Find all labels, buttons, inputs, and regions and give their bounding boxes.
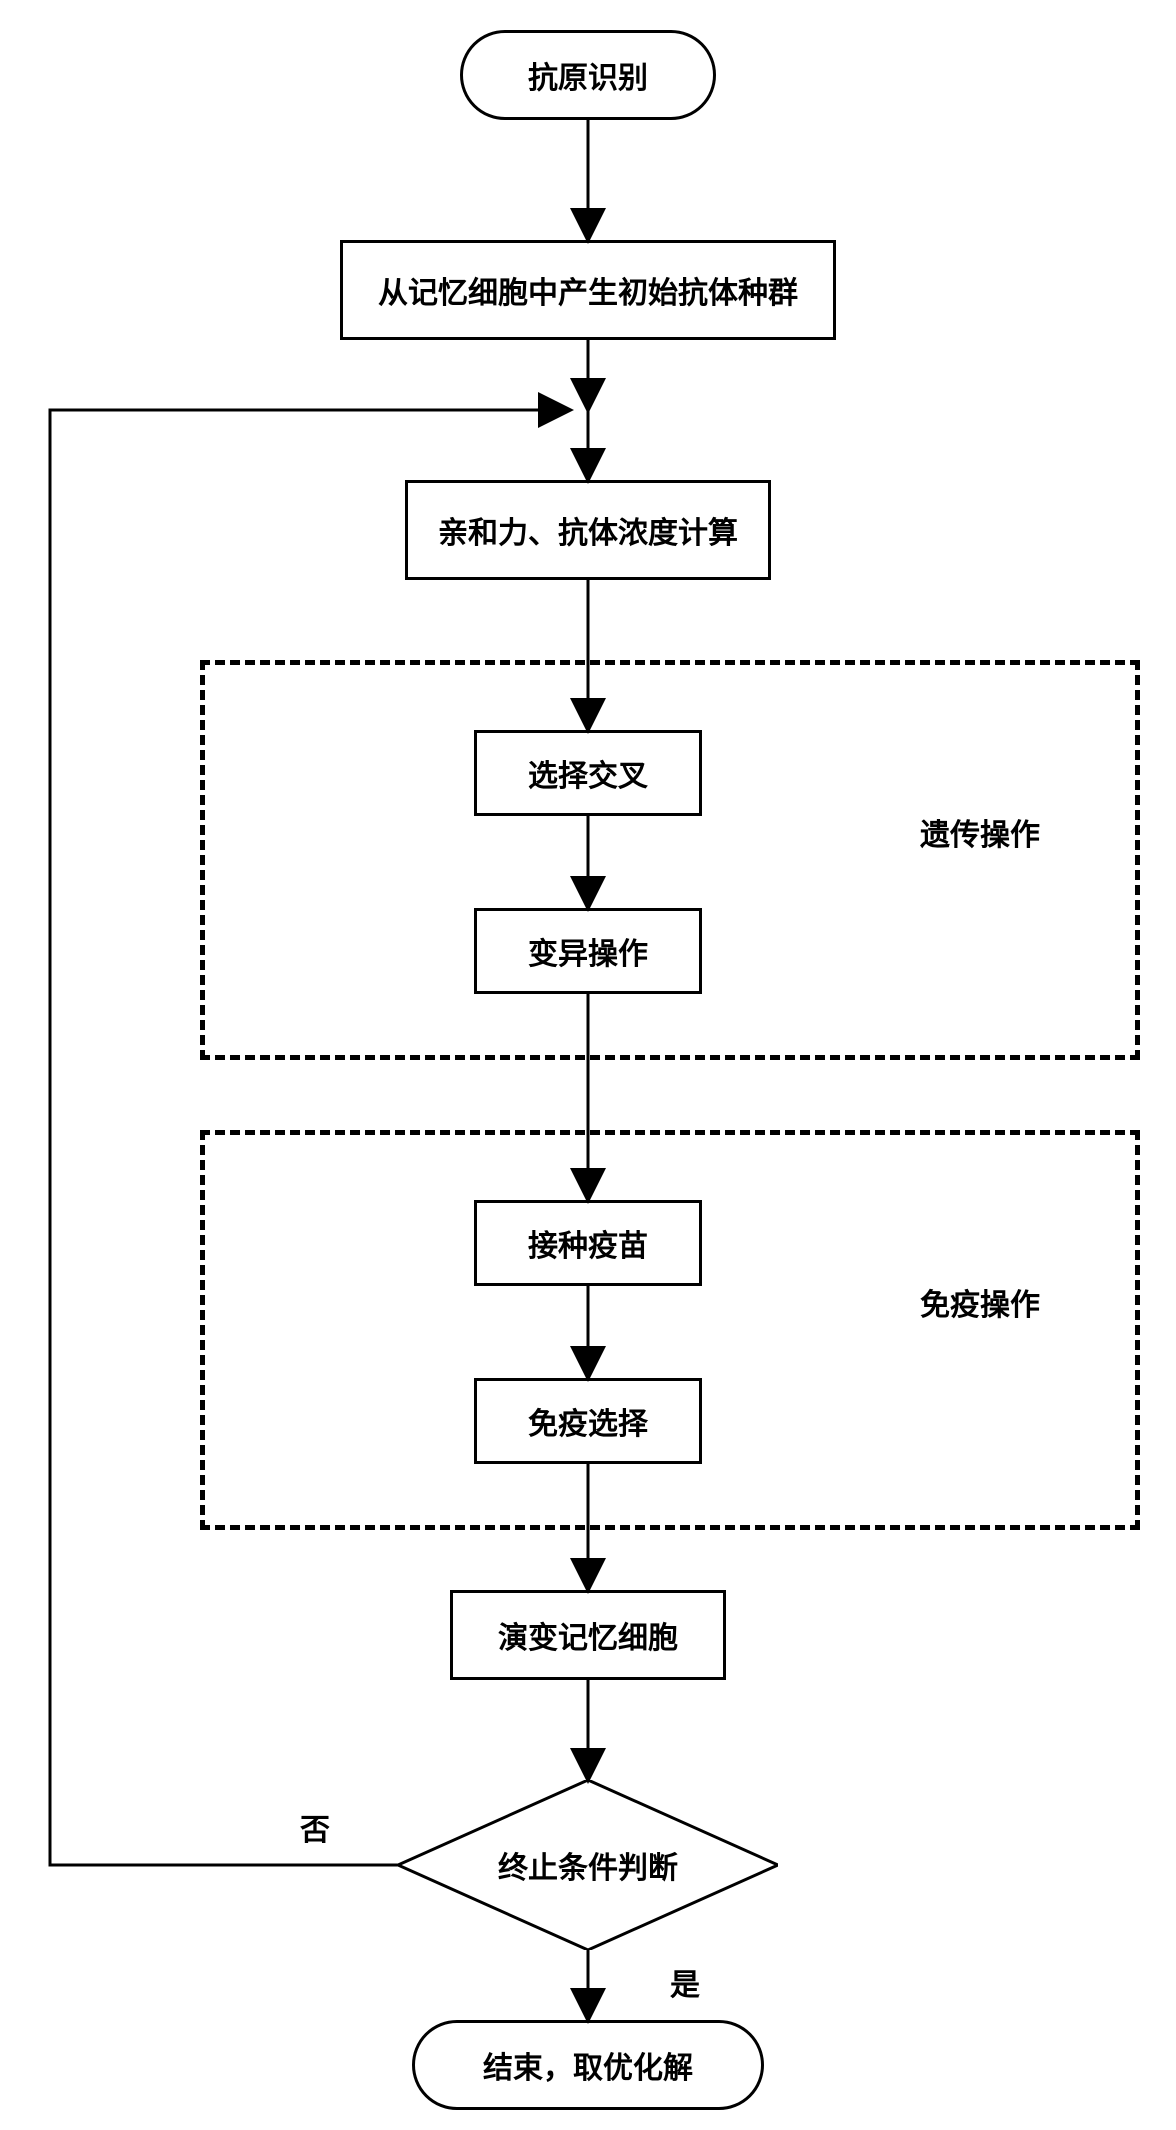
group-genetic (200, 660, 1140, 1060)
node-init-pop: 从记忆细胞中产生初始抗体种群 (340, 240, 836, 340)
node-start-label: 抗原识别 (528, 53, 648, 97)
node-crossover: 选择交叉 (474, 730, 702, 816)
node-evolve-memory: 演变记忆细胞 (450, 1590, 726, 1680)
node-end-label: 结束，取优化解 (483, 2043, 693, 2087)
edge-label-no: 否 (300, 1805, 330, 1849)
node-affinity-label: 亲和力、抗体浓度计算 (438, 508, 738, 552)
node-mutation-label: 变异操作 (528, 929, 648, 973)
node-start: 抗原识别 (460, 30, 716, 120)
group-immune-label: 免疫操作 (920, 1280, 1040, 1324)
node-end: 结束，取优化解 (412, 2020, 764, 2110)
node-vaccine-label: 接种疫苗 (528, 1221, 648, 1265)
node-immune-select-label: 免疫选择 (528, 1399, 648, 1443)
node-decision: 终止条件判断 (398, 1780, 778, 1950)
node-evolve-memory-label: 演变记忆细胞 (498, 1613, 678, 1657)
node-vaccine: 接种疫苗 (474, 1200, 702, 1286)
group-genetic-label: 遗传操作 (920, 810, 1040, 854)
node-affinity: 亲和力、抗体浓度计算 (405, 480, 771, 580)
edge-label-yes: 是 (670, 1960, 700, 2004)
group-immune (200, 1130, 1140, 1530)
node-crossover-label: 选择交叉 (528, 751, 648, 795)
node-decision-label: 终止条件判断 (498, 1843, 678, 1887)
node-immune-select: 免疫选择 (474, 1378, 702, 1464)
flowchart-container: 抗原识别 从记忆细胞中产生初始抗体种群 亲和力、抗体浓度计算 遗传操作 选择交叉… (0, 0, 1176, 2130)
node-init-pop-label: 从记忆细胞中产生初始抗体种群 (378, 268, 798, 312)
node-mutation: 变异操作 (474, 908, 702, 994)
